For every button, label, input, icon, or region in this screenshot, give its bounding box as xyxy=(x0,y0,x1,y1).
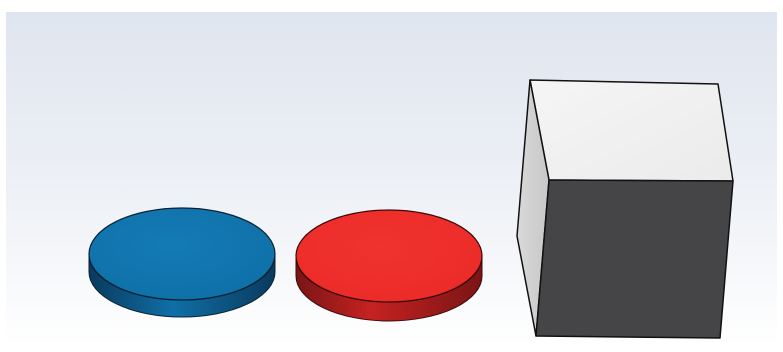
blue-disc[interactable] xyxy=(88,207,276,318)
blue-disc-top xyxy=(88,207,276,301)
cube-front-face xyxy=(535,179,734,339)
red-disc-top xyxy=(295,209,483,303)
cube-top-face xyxy=(529,79,734,182)
cube[interactable] xyxy=(516,79,734,339)
red-disc[interactable] xyxy=(295,209,483,322)
